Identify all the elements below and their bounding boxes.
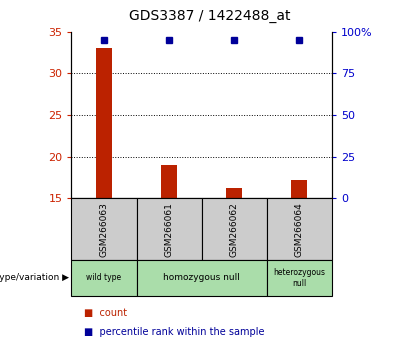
Text: GSM266063: GSM266063 bbox=[100, 202, 108, 257]
Bar bbox=[161, 165, 177, 198]
Bar bbox=[291, 180, 307, 198]
Text: homozygous null: homozygous null bbox=[163, 273, 240, 282]
Text: wild type: wild type bbox=[87, 273, 121, 282]
Text: heterozygous
null: heterozygous null bbox=[273, 268, 325, 287]
Text: GSM266062: GSM266062 bbox=[230, 202, 239, 257]
Bar bbox=[96, 48, 112, 198]
Text: ■  percentile rank within the sample: ■ percentile rank within the sample bbox=[84, 327, 265, 337]
Text: GSM266061: GSM266061 bbox=[165, 202, 173, 257]
Text: genotype/variation ▶: genotype/variation ▶ bbox=[0, 273, 69, 282]
Bar bbox=[226, 188, 242, 198]
Text: GSM266064: GSM266064 bbox=[295, 202, 304, 257]
Text: GDS3387 / 1422488_at: GDS3387 / 1422488_at bbox=[129, 9, 291, 23]
Text: ■  count: ■ count bbox=[84, 308, 127, 318]
